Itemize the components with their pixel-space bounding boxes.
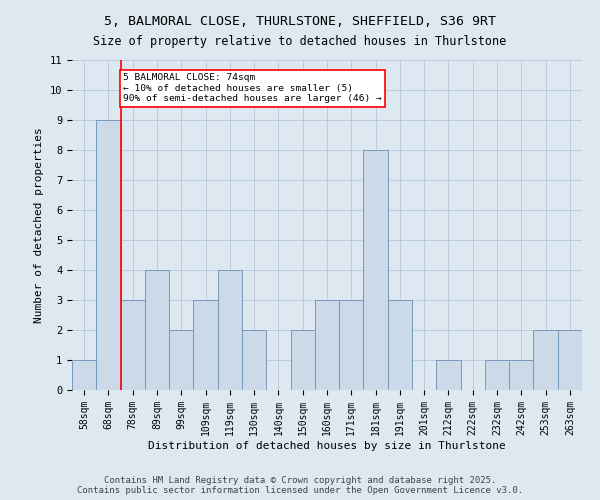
Bar	[96, 120, 121, 390]
Y-axis label: Number of detached properties: Number of detached properties	[34, 127, 44, 323]
Text: Size of property relative to detached houses in Thurlstone: Size of property relative to detached ho…	[94, 35, 506, 48]
Bar	[145, 270, 169, 390]
Bar	[290, 330, 315, 390]
Bar	[242, 330, 266, 390]
Bar	[339, 300, 364, 390]
Bar	[558, 330, 582, 390]
Bar	[388, 300, 412, 390]
Bar	[533, 330, 558, 390]
Bar	[485, 360, 509, 390]
X-axis label: Distribution of detached houses by size in Thurlstone: Distribution of detached houses by size …	[148, 440, 506, 450]
Text: 5 BALMORAL CLOSE: 74sqm
← 10% of detached houses are smaller (5)
90% of semi-det: 5 BALMORAL CLOSE: 74sqm ← 10% of detache…	[123, 74, 382, 104]
Bar	[364, 150, 388, 390]
Text: 5, BALMORAL CLOSE, THURLSTONE, SHEFFIELD, S36 9RT: 5, BALMORAL CLOSE, THURLSTONE, SHEFFIELD…	[104, 15, 496, 28]
Bar	[193, 300, 218, 390]
Bar	[436, 360, 461, 390]
Bar	[72, 360, 96, 390]
Text: Contains HM Land Registry data © Crown copyright and database right 2025.
Contai: Contains HM Land Registry data © Crown c…	[77, 476, 523, 495]
Bar	[218, 270, 242, 390]
Bar	[169, 330, 193, 390]
Bar	[121, 300, 145, 390]
Bar	[509, 360, 533, 390]
Bar	[315, 300, 339, 390]
